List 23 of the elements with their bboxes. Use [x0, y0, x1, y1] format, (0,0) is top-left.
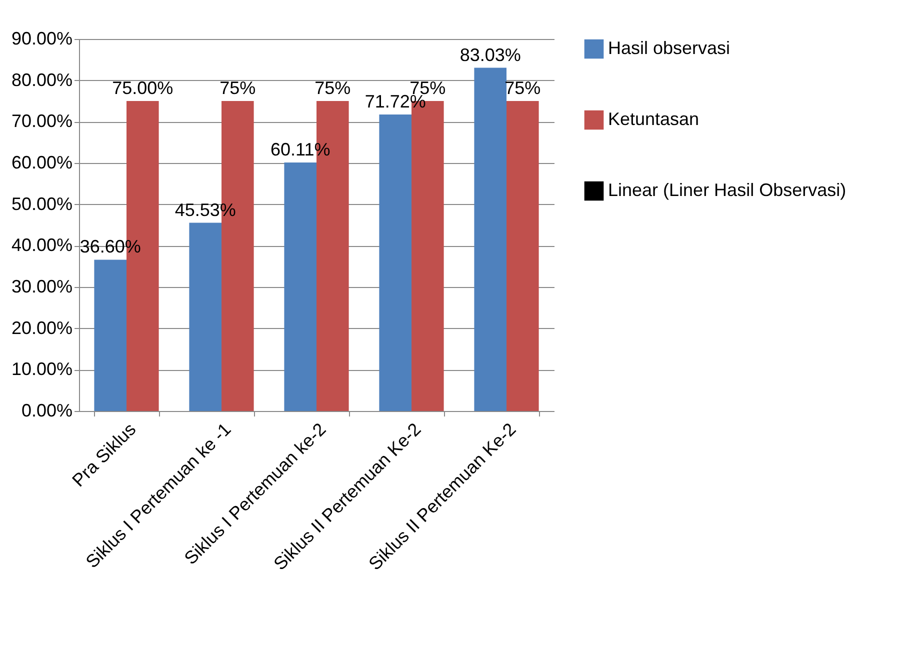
y-tick-label: 40.00%	[11, 235, 72, 256]
y-tick-label: 90.00%	[11, 28, 72, 48]
y-tick-label: 0.00%	[21, 400, 72, 420]
legend-label: Hasil observasi	[608, 38, 730, 58]
bar	[474, 68, 506, 411]
y-tick-label: 80.00%	[11, 70, 72, 90]
data-label: 75.00%	[112, 78, 174, 98]
data-label: 75%	[220, 78, 256, 98]
data-label: 75%	[314, 78, 351, 98]
legend-label: Ketuntasan	[608, 109, 700, 129]
data-label: 83.03%	[460, 44, 521, 65]
legend-label: Linear (Liner Hasil Observasi)	[608, 180, 846, 200]
bar	[189, 222, 222, 411]
y-tick-label: 70.00%	[11, 111, 72, 132]
y-tick-label: 10.00%	[11, 359, 72, 380]
bar	[379, 114, 412, 411]
y-tick-label: 60.00%	[11, 152, 72, 172]
bar	[94, 260, 126, 411]
bar	[284, 162, 316, 411]
y-tick-label: 30.00%	[11, 276, 72, 296]
y-tick-label: 20.00%	[11, 318, 72, 338]
y-tick-label: 50.00%	[11, 194, 72, 214]
bar	[506, 101, 539, 411]
